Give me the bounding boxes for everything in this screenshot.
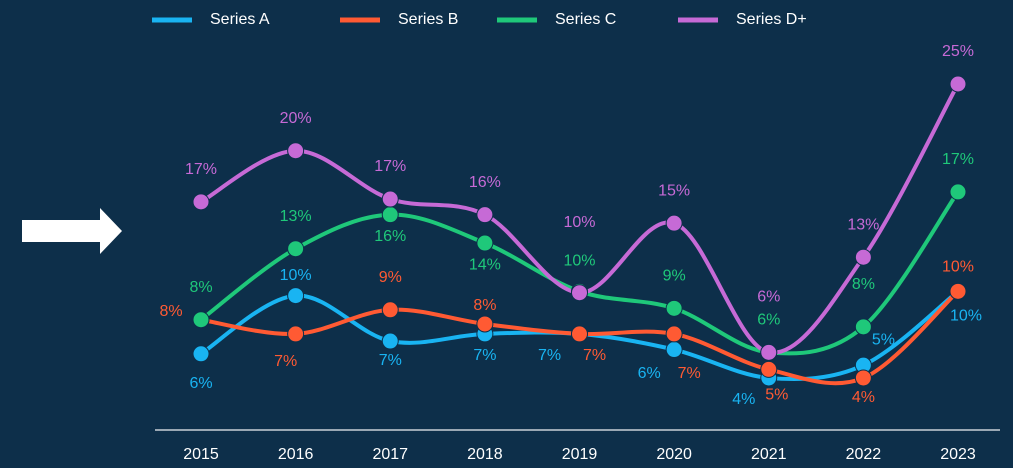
data-point bbox=[854, 318, 872, 336]
data-point bbox=[665, 325, 683, 343]
data-label: 15% bbox=[658, 182, 690, 199]
legend-label: Series C bbox=[555, 11, 616, 28]
data-point bbox=[476, 234, 494, 252]
data-point bbox=[665, 299, 683, 317]
data-label: 17% bbox=[374, 158, 406, 175]
data-label: 9% bbox=[379, 269, 402, 286]
legend-label: Series B bbox=[398, 11, 458, 28]
data-label: 14% bbox=[469, 256, 501, 273]
data-point bbox=[287, 325, 305, 343]
data-label: 17% bbox=[185, 161, 217, 178]
data-label: 7% bbox=[473, 347, 496, 364]
data-label: 7% bbox=[678, 365, 701, 382]
data-label: 6% bbox=[638, 365, 661, 382]
legend-label: Series A bbox=[210, 11, 270, 28]
data-label: 4% bbox=[732, 391, 755, 408]
x-tick-label: 2016 bbox=[278, 446, 314, 463]
data-label: 10% bbox=[942, 259, 974, 276]
data-label: 8% bbox=[159, 303, 182, 320]
data-point bbox=[381, 332, 399, 350]
arrow bbox=[22, 208, 122, 254]
x-tick-label: 2015 bbox=[183, 446, 219, 463]
data-label: 6% bbox=[757, 289, 780, 306]
data-label: 10% bbox=[563, 253, 595, 270]
data-point bbox=[571, 325, 588, 343]
data-label: 17% bbox=[942, 151, 974, 168]
data-label: 5% bbox=[872, 331, 895, 348]
series-line bbox=[199, 82, 960, 355]
data-point bbox=[287, 142, 305, 160]
data-label: 6% bbox=[757, 312, 780, 329]
data-label: 4% bbox=[852, 389, 875, 406]
data-label: 10% bbox=[280, 267, 312, 284]
data-point bbox=[381, 301, 399, 319]
x-tick-label: 2021 bbox=[751, 446, 787, 463]
data-point bbox=[192, 311, 210, 329]
data-point bbox=[854, 369, 872, 387]
data-label: 25% bbox=[942, 43, 974, 60]
data-label: 16% bbox=[469, 174, 501, 191]
data-label: 10% bbox=[563, 214, 595, 231]
data-point bbox=[760, 343, 778, 361]
data-point bbox=[381, 206, 399, 224]
x-tick-label: 2023 bbox=[940, 446, 976, 463]
x-tick-label: 2019 bbox=[562, 446, 598, 463]
data-point bbox=[949, 282, 967, 300]
data-point bbox=[287, 287, 305, 305]
data-label: 7% bbox=[379, 352, 402, 369]
data-label: 13% bbox=[847, 216, 879, 233]
data-point bbox=[854, 248, 872, 266]
data-label: 8% bbox=[852, 276, 875, 293]
data-point bbox=[476, 206, 494, 224]
data-point bbox=[192, 193, 210, 211]
data-label: 9% bbox=[663, 268, 686, 285]
data-point bbox=[571, 284, 588, 302]
data-label: 7% bbox=[274, 353, 297, 370]
data-point bbox=[476, 315, 494, 333]
x-tick-label: 2022 bbox=[846, 446, 882, 463]
data-point bbox=[287, 240, 305, 258]
data-label: 20% bbox=[280, 110, 312, 127]
data-label: 8% bbox=[189, 279, 212, 296]
data-label: 7% bbox=[583, 347, 606, 364]
data-label: 13% bbox=[280, 208, 312, 225]
data-point bbox=[665, 214, 683, 232]
legend-label: Series D+ bbox=[736, 11, 807, 28]
x-tick-label: 2020 bbox=[656, 446, 692, 463]
data-point bbox=[760, 360, 778, 378]
x-tick-label: 2018 bbox=[467, 446, 503, 463]
data-label: 6% bbox=[189, 375, 212, 392]
data-point bbox=[381, 190, 399, 208]
data-label: 10% bbox=[950, 308, 982, 325]
x-tick-label: 2017 bbox=[372, 446, 408, 463]
data-point bbox=[949, 183, 967, 201]
data-label: 7% bbox=[538, 347, 561, 364]
data-point bbox=[665, 341, 683, 359]
data-point bbox=[192, 345, 210, 363]
data-label: 5% bbox=[765, 387, 788, 404]
data-point bbox=[949, 75, 967, 93]
data-label: 8% bbox=[473, 297, 496, 314]
data-label: 16% bbox=[374, 228, 406, 245]
